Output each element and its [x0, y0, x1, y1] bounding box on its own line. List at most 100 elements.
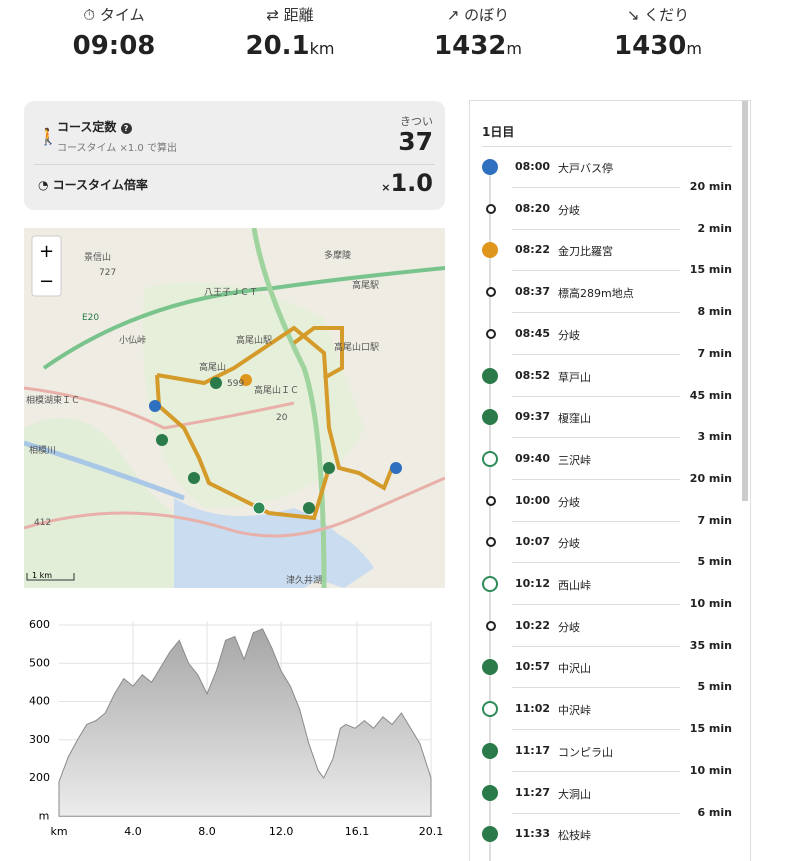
- stop-name[interactable]: 分岐: [558, 537, 580, 551]
- summit-marker[interactable]: [188, 472, 200, 484]
- segment-line: [512, 687, 680, 689]
- bus-marker[interactable]: [149, 400, 161, 412]
- segment-line: [512, 562, 680, 564]
- shrine-marker[interactable]: [240, 374, 252, 386]
- segment-line: [512, 312, 680, 314]
- timeline-line: [489, 161, 491, 861]
- duration: 10 min: [689, 597, 732, 610]
- segment-line: [512, 353, 680, 355]
- icon-point[interactable]: [486, 620, 496, 631]
- stop-name[interactable]: 松枝峠: [558, 829, 591, 843]
- stop-time: 08:45: [515, 326, 551, 340]
- icon-pass[interactable]: [482, 701, 498, 718]
- help-icon[interactable]: ?: [120, 123, 132, 134]
- icon-summit[interactable]: [482, 826, 498, 843]
- summit-marker[interactable]: [156, 434, 168, 446]
- expressway: [251, 228, 327, 588]
- course-panel: 🚶 コース定数 ? コースタイム ×1.0 で算出 きつい 37 ◔ コースタイ…: [24, 101, 445, 210]
- icon-summit[interactable]: [482, 409, 498, 426]
- segment-line: [512, 228, 680, 230]
- stop-name[interactable]: 分岐: [558, 495, 580, 509]
- stop-name[interactable]: 大戸バス停: [558, 162, 613, 175]
- stop-name[interactable]: コンピラ山: [558, 745, 613, 759]
- stop-name[interactable]: 中沢峠: [558, 704, 591, 718]
- icon-pass[interactable]: [482, 450, 498, 467]
- x-axis-label: km: [50, 825, 67, 838]
- stop-name[interactable]: 三沢峠: [558, 453, 591, 467]
- x-tick-label: 4.0: [124, 825, 141, 838]
- icon-point[interactable]: [486, 537, 496, 548]
- map-label: 599: [227, 379, 244, 389]
- stat-unit: km: [309, 39, 335, 58]
- stop-name[interactable]: 分岐: [558, 620, 580, 634]
- stop-time: 08:52: [515, 368, 551, 382]
- stop-time: 10:00: [515, 493, 551, 507]
- stat-label: タイム: [99, 6, 145, 24]
- duration: 3 min: [697, 430, 732, 444]
- icon-summit[interactable]: [482, 659, 498, 676]
- map-label: 高尾山駅: [236, 334, 272, 346]
- zoom-out[interactable]: −: [39, 271, 54, 292]
- icon-bus[interactable]: [482, 159, 498, 175]
- stop-name[interactable]: 大洞山: [558, 787, 591, 801]
- stop-name[interactable]: 分岐: [558, 203, 580, 217]
- icon-pass[interactable]: [482, 576, 498, 592]
- divider: [482, 146, 732, 147]
- icon-summit[interactable]: [482, 784, 498, 801]
- duration: 15 min: [689, 263, 732, 277]
- river: [24, 440, 185, 501]
- stop-name[interactable]: 分岐: [558, 328, 580, 342]
- stop-name[interactable]: 金刀比羅宮: [558, 245, 613, 259]
- map-label: 20: [276, 413, 288, 423]
- icon-point[interactable]: [486, 495, 496, 506]
- stop-time: 10:07: [515, 535, 551, 549]
- icon-summit[interactable]: [482, 742, 498, 759]
- pass-marker[interactable]: [252, 501, 266, 515]
- stop-time: 08:22: [515, 243, 551, 257]
- segment-line: [512, 478, 680, 480]
- elevation-area: [58, 628, 432, 817]
- bus-marker[interactable]: [390, 462, 402, 474]
- duration: 45 min: [689, 388, 732, 402]
- y-axis-label: m: [39, 809, 50, 822]
- icon-point[interactable]: [486, 328, 496, 339]
- summit-marker[interactable]: [303, 502, 315, 514]
- course-constant: 37: [398, 127, 433, 156]
- ratio-prefix: ×: [381, 181, 391, 194]
- x-tick-label: 16.1: [345, 825, 370, 838]
- course-note: コースタイム ×1.0 で算出: [57, 143, 177, 154]
- icon-summit[interactable]: [482, 367, 498, 384]
- segment-line: [512, 395, 680, 397]
- road: [24, 386, 295, 430]
- icon-shrine[interactable]: [482, 242, 498, 259]
- segment-line: [512, 770, 680, 772]
- x-tick-label: 8.0: [198, 825, 216, 838]
- map[interactable]: 多摩陵 高尾駅 八王子ＪＣＴ 高尾山口駅 高尾山駅 高尾山 高尾山ＩＣ 小仏峠 …: [24, 228, 445, 588]
- stop-name[interactable]: 標高289m地点: [558, 287, 634, 301]
- summit-marker[interactable]: [210, 377, 222, 389]
- segment-line: [512, 604, 680, 605]
- stop-name[interactable]: 西山峠: [558, 579, 591, 592]
- stop-time: 09:37: [515, 410, 551, 424]
- stat-distance: ⇄ 距離 20.1km: [245, 6, 335, 61]
- stop-name[interactable]: 草戸山: [558, 370, 591, 384]
- icon-point[interactable]: [486, 287, 496, 298]
- map-label: 多摩陵: [324, 249, 351, 261]
- map-label: 412: [34, 518, 51, 528]
- y-tick-label: 500: [29, 656, 50, 669]
- stat-label: のぼり: [464, 6, 510, 24]
- stat-value: 1432: [434, 31, 507, 61]
- segment-line: [512, 729, 680, 731]
- stop-name[interactable]: 榎窪山: [558, 412, 591, 426]
- zoom-in[interactable]: +: [39, 241, 54, 262]
- scrollbar[interactable]: [742, 101, 748, 501]
- segment-line: [512, 520, 680, 522]
- stat-value: 1430: [614, 31, 687, 61]
- icon-point[interactable]: [486, 203, 496, 214]
- summit-marker[interactable]: [323, 462, 335, 474]
- stop-name[interactable]: 中沢山: [558, 662, 591, 676]
- map-label: 高尾山口駅: [334, 341, 379, 353]
- map-label: 小仏峠: [119, 334, 146, 346]
- stop-time: 09:40: [515, 451, 551, 465]
- duration: 20 min: [689, 471, 732, 485]
